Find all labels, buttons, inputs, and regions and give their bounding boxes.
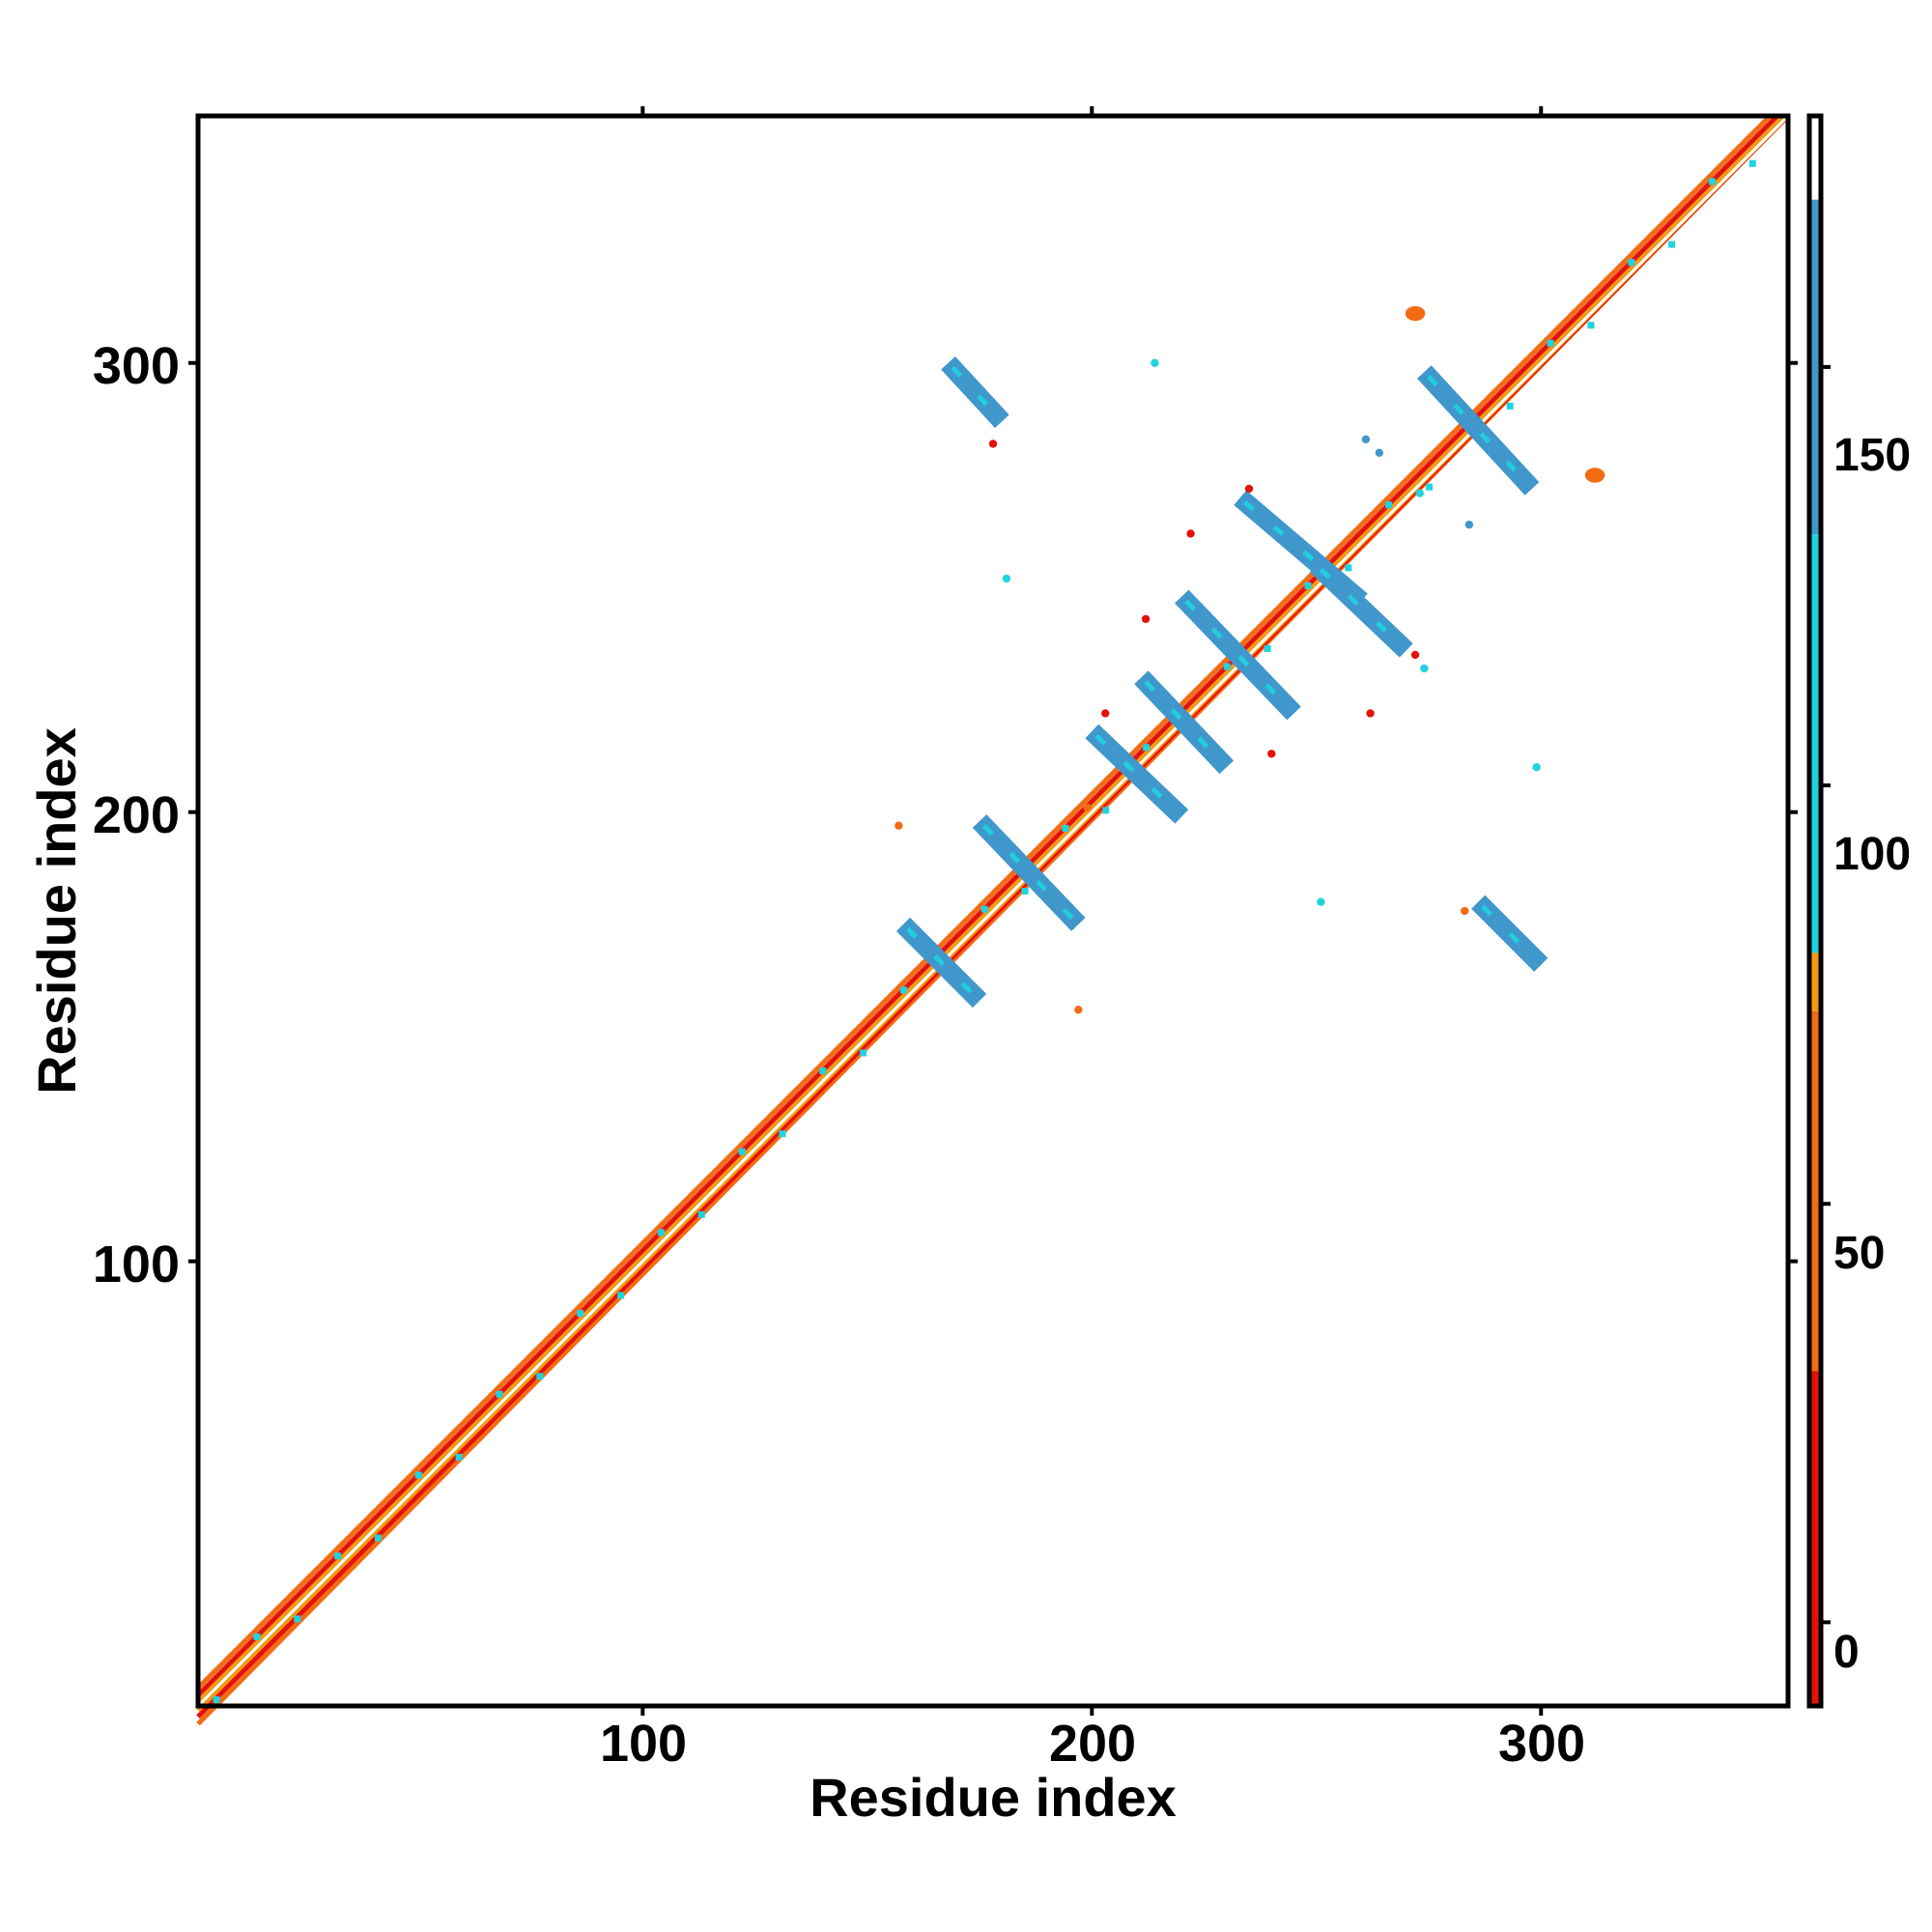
diagonal-contact-point [294,1615,301,1623]
diagonal-contact-point [1264,644,1271,652]
diagonal-contact-point [1708,178,1716,185]
diagonal-contact-point [1345,564,1352,572]
contact-strand-highlight-1 [1427,374,1530,486]
diagonal-contact-point [819,1067,827,1075]
contact-point-1 [1584,468,1605,483]
x-tick-label-100: 100 [600,1715,687,1773]
contact-point-2 [988,440,998,448]
colorbar-tick-label-50: 50 [1833,1228,1885,1279]
diagonal-band-line-6 [196,114,1790,1708]
diagonal-contact-point [1143,744,1151,752]
diagonal-band-line-0 [196,114,1773,1690]
contact-point-4 [1186,529,1195,538]
y-tick-label-200: 200 [93,786,180,844]
contact-strand-4 [1175,589,1301,721]
contact-point-11 [1083,803,1092,812]
diagonal-contact-point [900,986,908,994]
colorbar-tick-label-0: 0 [1833,1627,1860,1678]
colorbar-segment-1 [1809,1010,1821,1372]
y-axis-title: Residue index [26,727,87,1094]
contact-strand-highlight-8 [905,926,978,999]
contact-point-9 [1074,1006,1083,1014]
diagonal-contact-point [738,1148,746,1155]
contact-strand-5 [1134,670,1235,775]
contact-point-18 [1151,358,1159,367]
contact-strand-7 [972,814,1086,931]
diagonal-contact-point [1021,888,1029,895]
contact-point-7 [1366,709,1375,718]
plot-frame [195,113,1791,1709]
colorbar-segment-5 [1809,116,1821,200]
contact-point-17 [1002,574,1011,583]
colorbar-segment-3 [1809,534,1821,953]
diagonal-contact-point [1102,807,1110,814]
contact-point-3 [1244,484,1254,494]
tick-layer [188,106,1798,1716]
heatmap-layer [196,114,1790,1726]
contact-strand-6 [1085,724,1189,824]
diagonal-contact-point [455,1453,463,1461]
contact-point-14 [1420,664,1429,673]
x-axis-title: Residue index [810,1767,1177,1828]
colorbar-segment-2 [1809,952,1821,1011]
contact-strand-highlight-4 [1184,599,1292,711]
y-tick-label-100: 100 [93,1236,180,1293]
contact-point-20 [1361,435,1371,443]
diagonal-contact-point [1587,322,1595,329]
diagonal-contact-point [496,1390,503,1398]
diagonal-contact-point [980,905,988,913]
contact-point-10 [1461,906,1469,916]
contact-point-8 [895,821,903,830]
contact-point-22 [1415,489,1424,497]
colorbar-segment-0 [1809,1371,1821,1706]
colorbar [1809,116,1831,1706]
diagonal-contact-point [536,1373,544,1380]
contact-point-21 [1375,448,1384,457]
contact-point-0 [1405,305,1426,322]
diagonal-contact-point [779,1130,786,1138]
contact-point-15 [1532,763,1541,772]
diagonal-band-line-4 [196,114,1785,1703]
contact-point-16 [1317,897,1325,906]
contact-point-5 [1141,614,1151,623]
diagonal-contact-point [1748,159,1756,167]
colorbar-tick-label-100: 100 [1833,829,1911,880]
colorbar-segment-4 [1809,199,1821,535]
colorbar-tick-label-150: 150 [1833,430,1911,481]
diagonal-contact-point [1304,582,1312,589]
diagonal-contact-point [1668,241,1676,248]
diagonal-contact-point [697,1210,705,1218]
diagonal-contact-point [374,1534,382,1542]
diagonal-contact-point [414,1471,422,1479]
diagonal-contact-point [213,1696,220,1704]
x-tick-label-300: 300 [1498,1715,1585,1773]
contact-strand-highlight-0 [951,365,1000,419]
contact-strand-3 [1309,557,1413,658]
diagonal-contact-point [1223,663,1231,670]
diagonal-contact-point [1506,402,1514,410]
diagonal-band-line-2 [196,114,1779,1697]
contact-point-6 [1267,750,1276,758]
diagonal-contact-point [860,1049,867,1057]
diagonal-contact-point [1426,483,1434,491]
diagonal-contact-point [1385,501,1393,509]
x-tick-label-200: 200 [1049,1715,1136,1773]
diagonal-contact-point [253,1633,261,1640]
diagonal-contact-point [1628,259,1635,267]
contact-point-12 [1101,709,1110,718]
diagonal-contact-point [617,1292,625,1299]
diagonal-contact-point [1062,824,1069,832]
diagonal-contact-point [334,1552,342,1560]
y-tick-label-300: 300 [93,337,180,395]
diagonal-contact-point [577,1310,584,1318]
colorbar-frame [1806,113,1824,1709]
contact-point-19 [1464,520,1474,529]
diagonal-contact-point [657,1229,665,1236]
contact-point-13 [1410,650,1420,660]
diagonal-contact-point [1547,339,1554,347]
